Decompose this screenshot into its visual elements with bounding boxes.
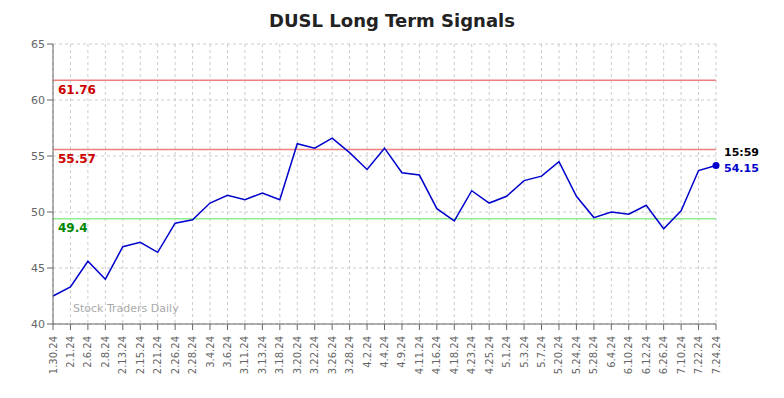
svg-text:2.6.24: 2.6.24 (82, 336, 93, 368)
svg-text:5.7.24: 5.7.24 (536, 336, 547, 368)
svg-text:7.22.24: 7.22.24 (693, 336, 704, 374)
svg-text:2.28.24: 2.28.24 (187, 336, 198, 374)
svg-text:4.9.24: 4.9.24 (396, 336, 407, 368)
svg-text:55: 55 (31, 150, 45, 163)
svg-text:6.26.24: 6.26.24 (658, 336, 669, 374)
svg-text:60: 60 (31, 94, 45, 107)
svg-text:3.13.24: 3.13.24 (257, 336, 268, 374)
svg-text:4.2.24: 4.2.24 (362, 336, 373, 368)
html-text:DUSL Long Term Signals: DUSL Long Term Signals (269, 10, 515, 31)
svg-text:65: 65 (31, 38, 45, 51)
svg-text:2.13.24: 2.13.24 (117, 336, 128, 374)
svg-text:1.30.24: 1.30.24 (48, 336, 59, 374)
svg-text:55.57: 55.57 (58, 152, 96, 166)
svg-text:61.76: 61.76 (58, 83, 96, 97)
svg-text:5.3.24: 5.3.24 (519, 336, 530, 368)
svg-text:3.20.24: 3.20.24 (292, 336, 303, 374)
svg-text:3.18.24: 3.18.24 (274, 336, 285, 374)
svg-text:7.24.24: 7.24.24 (711, 336, 722, 374)
svg-text:4.4.24: 4.4.24 (379, 336, 390, 368)
svg-text:3.4.24: 3.4.24 (205, 336, 216, 368)
svg-text:2.26.24: 2.26.24 (170, 336, 181, 374)
svg-text:4.16.24: 4.16.24 (431, 336, 442, 374)
svg-text:50: 50 (31, 206, 45, 219)
svg-text:2.15.24: 2.15.24 (135, 336, 146, 374)
svg-text:3.6.24: 3.6.24 (222, 336, 233, 368)
svg-text:3.11.24: 3.11.24 (239, 336, 250, 374)
svg-text:6.4.24: 6.4.24 (606, 336, 617, 368)
svg-text:3.22.24: 3.22.24 (309, 336, 320, 374)
svg-text:4.23.24: 4.23.24 (466, 336, 477, 374)
svg-text:5.24.24: 5.24.24 (571, 336, 582, 374)
html-text:Stock Traders Daily: Stock Traders Daily (73, 302, 179, 315)
svg-text:3.28.24: 3.28.24 (344, 336, 355, 374)
svg-text:2.8.24: 2.8.24 (100, 336, 111, 368)
svg-text:3.26.24: 3.26.24 (327, 336, 338, 374)
svg-text:45: 45 (31, 262, 45, 275)
svg-text:2.21.24: 2.21.24 (152, 336, 163, 374)
svg-text:6.10.24: 6.10.24 (623, 336, 634, 374)
svg-text:4.11.24: 4.11.24 (414, 336, 425, 374)
svg-text:54.15: 54.15 (724, 162, 759, 175)
svg-text:2.1.24: 2.1.24 (65, 336, 76, 368)
svg-text:4.18.24: 4.18.24 (449, 336, 460, 374)
svg-text:40: 40 (31, 318, 45, 331)
svg-text:6.12.24: 6.12.24 (641, 336, 652, 374)
svg-text:5.20.24: 5.20.24 (553, 336, 564, 374)
svg-text:15:59: 15:59 (724, 146, 759, 159)
svg-text:5.1.24: 5.1.24 (501, 336, 512, 368)
svg-text:7.10.24: 7.10.24 (676, 336, 687, 374)
svg-text:5.28.24: 5.28.24 (588, 336, 599, 374)
svg-text:49.4: 49.4 (58, 221, 88, 235)
svg-text:4.25.24: 4.25.24 (484, 336, 495, 374)
